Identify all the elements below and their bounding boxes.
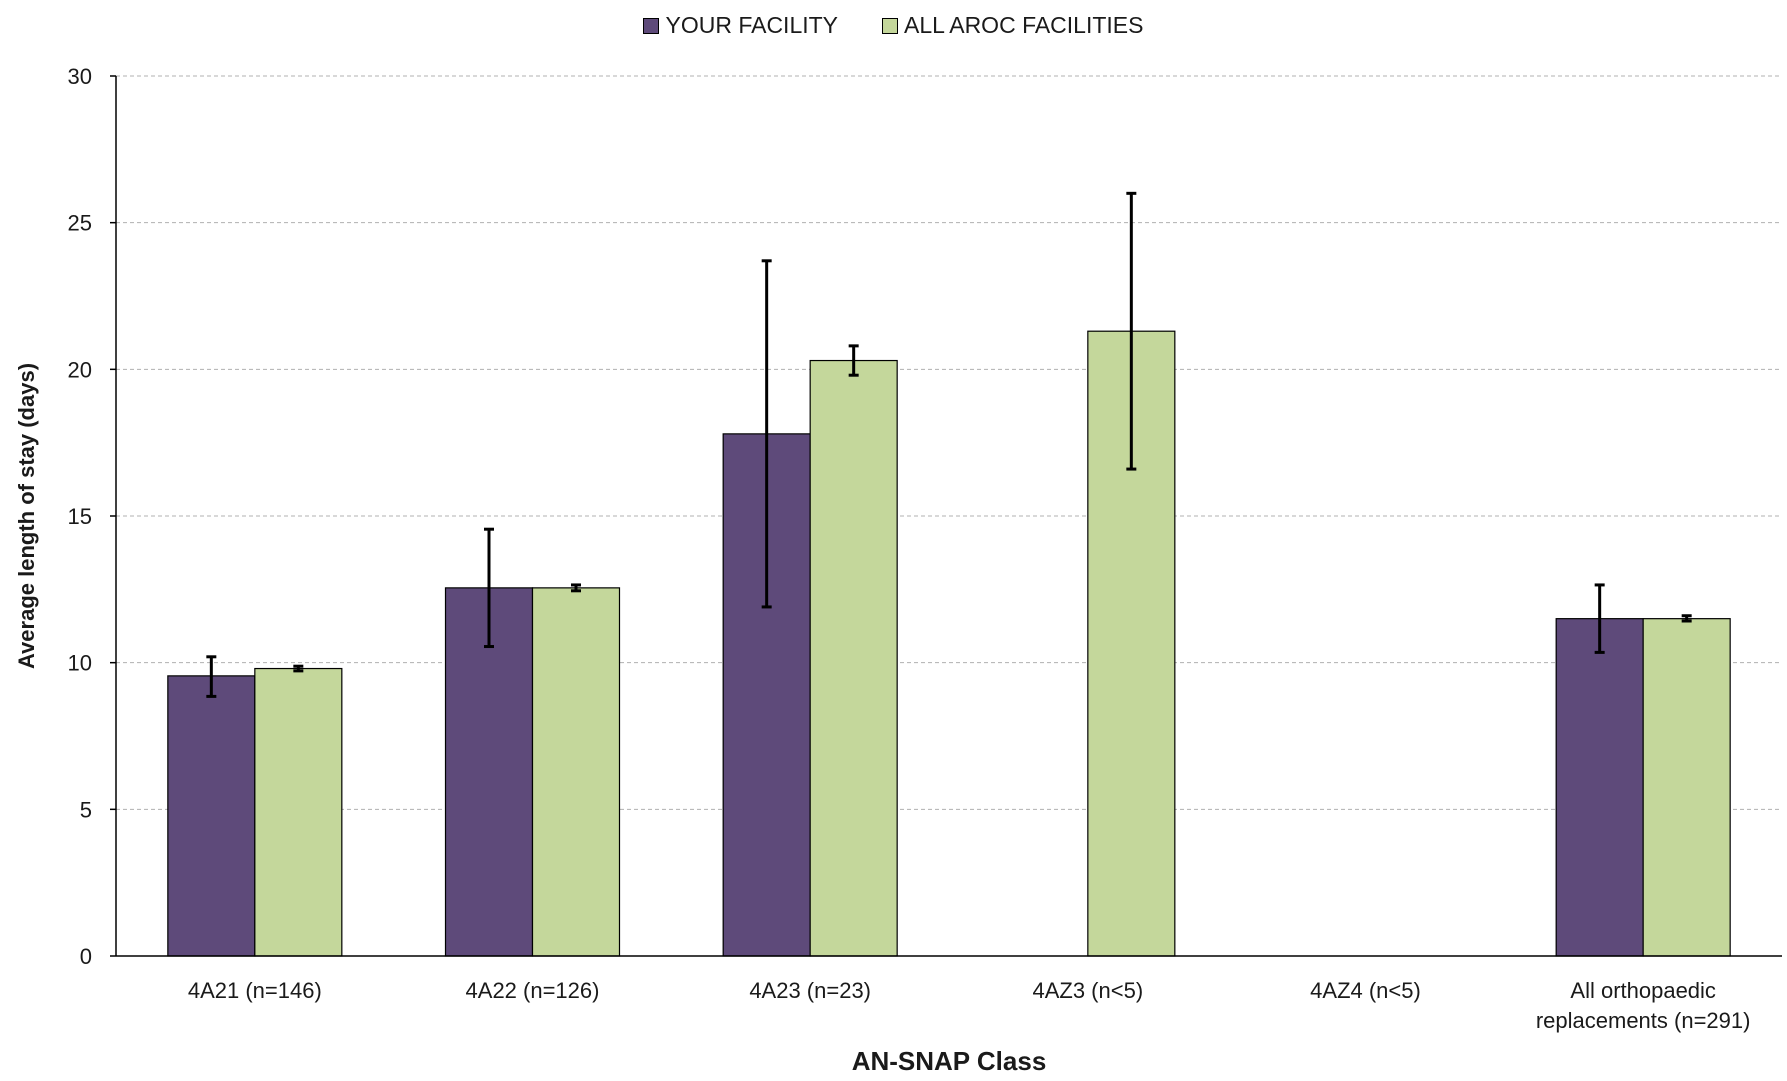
x-tick-labels: 4A21 (n=146) 4A22 (n=126) 4A23 (n=23) 4AZ3 … xyxy=(188,978,1751,1033)
y-tick-label-0: 0 xyxy=(80,944,92,969)
bar-your-facility-1 xyxy=(444,587,534,957)
legend-item-your-facility: YOUR FACILITY xyxy=(643,12,838,39)
bar-all-aroc-5 xyxy=(1642,618,1731,957)
error-bar-all-aroc-2 xyxy=(848,344,859,377)
legend-item-all-aroc-facilities: ALL AROC FACILITIES xyxy=(882,12,1144,39)
bar-all-aroc-2 xyxy=(809,359,898,957)
error-bar-your-facility-0 xyxy=(206,655,217,698)
bar-your-facility-0 xyxy=(167,675,256,957)
y-axis-title: Average length of stay (days) xyxy=(14,363,39,669)
x-tick-label-2: 4A23 (n=23) xyxy=(749,978,871,1003)
x-tick-label-3: 4AZ3 (n<5) xyxy=(1032,978,1143,1003)
error-bar-your-facility-1 xyxy=(484,527,494,649)
error-bar-all-aroc-5 xyxy=(1681,614,1692,623)
x-axis-title: AN-SNAP Class xyxy=(852,1046,1047,1076)
error-bar-your-facility-2 xyxy=(761,259,772,609)
gridlines xyxy=(116,75,1782,810)
bar-all-aroc-1 xyxy=(531,587,621,957)
x-tick-label-5: All orthopaedic xyxy=(1570,978,1716,1003)
bars xyxy=(167,330,1731,957)
bar-all-aroc-0 xyxy=(254,667,343,957)
legend-label-your-facility: YOUR FACILITY xyxy=(665,12,839,38)
error-bar-all-aroc-3 xyxy=(1126,191,1137,471)
x-tick-label-4: 4AZ4 (n<5) xyxy=(1310,978,1421,1003)
legend: YOUR FACILITY ALL AROC FACILITIES xyxy=(0,12,1787,39)
legend-label-all-aroc-facilities: ALL AROC FACILITIES xyxy=(904,12,1144,38)
x-tick-label-0: 4A21 (n=146) xyxy=(188,978,322,1003)
y-tick-labels: 0 5 10 15 20 25 30 xyxy=(68,64,116,969)
y-tick-label-15: 15 xyxy=(68,504,92,529)
error-bar-all-aroc-1 xyxy=(571,583,581,593)
error-bar-your-facility-5 xyxy=(1594,583,1605,654)
y-tick-label-10: 10 xyxy=(68,651,92,676)
y-tick-label-5: 5 xyxy=(80,797,92,822)
legend-swatch-all-aroc-facilities xyxy=(882,17,899,34)
error-bar-all-aroc-0 xyxy=(293,664,304,673)
y-tick-label-20: 20 xyxy=(68,357,92,382)
y-tick-label-25: 25 xyxy=(68,211,92,236)
bar-your-facility-5 xyxy=(1555,618,1644,957)
legend-swatch-your-facility xyxy=(643,17,660,34)
x-tick-label-1: 4A22 (n=126) xyxy=(466,978,600,1003)
error-bars xyxy=(206,191,1692,698)
x-tick-label-5: replacements (n=291) xyxy=(1536,1008,1751,1033)
y-tick-label-30: 30 xyxy=(68,64,92,89)
